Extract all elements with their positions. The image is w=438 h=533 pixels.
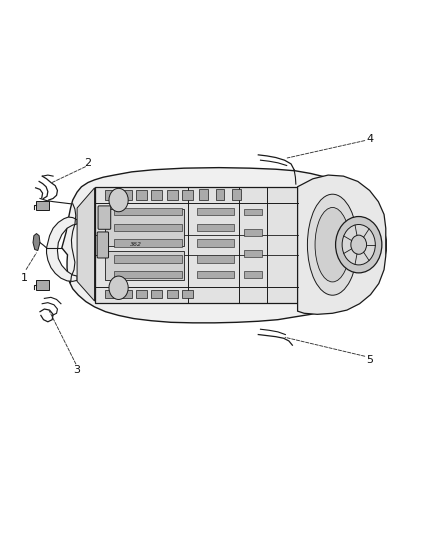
Bar bbox=[244, 271, 262, 278]
Ellipse shape bbox=[307, 194, 357, 295]
Bar bbox=[166, 190, 177, 199]
Bar bbox=[182, 290, 193, 298]
Bar bbox=[114, 224, 182, 231]
Bar bbox=[197, 239, 234, 247]
Bar bbox=[244, 208, 262, 215]
Bar bbox=[244, 230, 262, 236]
Circle shape bbox=[351, 235, 367, 254]
Polygon shape bbox=[95, 187, 297, 303]
Bar bbox=[121, 190, 132, 199]
Text: 4: 4 bbox=[366, 134, 373, 144]
Bar bbox=[197, 224, 234, 231]
Bar bbox=[197, 208, 234, 215]
Bar bbox=[106, 209, 184, 246]
Bar bbox=[114, 208, 182, 215]
Bar bbox=[114, 239, 182, 247]
Bar bbox=[121, 290, 132, 298]
Bar bbox=[36, 200, 49, 210]
Text: 5: 5 bbox=[366, 354, 373, 365]
Text: 362: 362 bbox=[130, 241, 142, 247]
Circle shape bbox=[342, 224, 375, 265]
Text: 1: 1 bbox=[21, 273, 28, 283]
Polygon shape bbox=[33, 233, 40, 251]
Bar bbox=[232, 189, 241, 200]
Text: 2: 2 bbox=[85, 158, 92, 168]
Bar bbox=[166, 290, 177, 298]
Bar bbox=[136, 190, 147, 199]
Polygon shape bbox=[46, 217, 77, 281]
Bar bbox=[136, 290, 147, 298]
Polygon shape bbox=[297, 175, 386, 314]
Bar bbox=[106, 251, 184, 280]
FancyBboxPatch shape bbox=[97, 232, 109, 258]
Polygon shape bbox=[77, 188, 95, 301]
Bar bbox=[197, 271, 234, 278]
Circle shape bbox=[109, 188, 128, 212]
Bar bbox=[244, 251, 262, 257]
Bar bbox=[216, 189, 224, 200]
Bar bbox=[106, 190, 117, 199]
Bar bbox=[114, 271, 182, 278]
Bar bbox=[197, 255, 234, 263]
Circle shape bbox=[109, 276, 128, 300]
Bar bbox=[114, 255, 182, 263]
Bar bbox=[106, 290, 117, 298]
Polygon shape bbox=[62, 167, 386, 323]
Ellipse shape bbox=[315, 207, 350, 282]
FancyBboxPatch shape bbox=[98, 206, 111, 229]
Bar bbox=[151, 290, 162, 298]
Circle shape bbox=[336, 216, 382, 273]
Bar bbox=[182, 190, 193, 199]
Text: 3: 3 bbox=[74, 365, 81, 375]
Bar bbox=[36, 280, 49, 290]
Bar bbox=[199, 189, 208, 200]
Bar bbox=[151, 190, 162, 199]
